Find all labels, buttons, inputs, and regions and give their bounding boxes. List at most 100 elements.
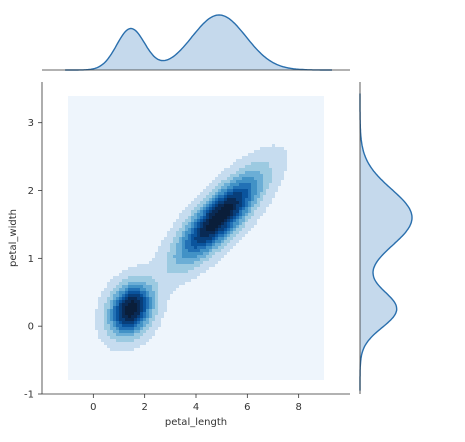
density-cell xyxy=(167,267,194,270)
density-cell xyxy=(140,294,143,297)
density-cell xyxy=(215,243,221,246)
density-cell xyxy=(248,201,251,204)
density-cell xyxy=(197,213,203,216)
density-cell xyxy=(182,231,185,234)
density-cell xyxy=(212,216,227,219)
density-cell xyxy=(227,216,230,219)
density-cell xyxy=(119,294,122,297)
density-cell xyxy=(269,162,287,165)
density-cell xyxy=(245,204,248,207)
density-cell xyxy=(221,243,227,246)
density-cell xyxy=(170,249,176,252)
density-cell xyxy=(227,225,230,228)
density-cell xyxy=(224,204,233,207)
density-cell xyxy=(221,207,233,210)
density-cell xyxy=(122,300,125,303)
density-cell xyxy=(122,294,125,297)
density-cell xyxy=(128,303,137,306)
density-cell xyxy=(221,222,224,225)
density-cell xyxy=(224,219,227,222)
density-cell xyxy=(149,318,155,321)
density-cell xyxy=(119,303,122,306)
density-cell xyxy=(101,291,110,294)
density-cell xyxy=(197,204,203,207)
density-cell xyxy=(140,327,143,330)
density-cell xyxy=(230,180,236,183)
density-cell xyxy=(194,219,197,222)
density-cell xyxy=(95,315,104,318)
density-cell xyxy=(104,288,113,291)
density-cell xyxy=(227,222,230,225)
density-cell xyxy=(200,258,209,261)
density-cell xyxy=(191,234,197,237)
density-cell xyxy=(143,333,155,336)
density-cell xyxy=(215,201,218,204)
density-cell xyxy=(140,291,146,294)
density-cell xyxy=(149,303,152,306)
density-cell xyxy=(116,306,119,309)
density-cell xyxy=(149,294,155,297)
density-cell xyxy=(116,285,122,288)
density-cell xyxy=(206,216,209,219)
density-cell xyxy=(236,180,257,183)
density-cell xyxy=(245,207,248,210)
density-cell xyxy=(119,321,122,324)
density-cell xyxy=(146,324,152,327)
density-cell xyxy=(128,267,167,270)
density-cell xyxy=(209,252,215,255)
density-cell xyxy=(140,312,143,315)
y-marginal-fill xyxy=(360,92,412,391)
density-cell xyxy=(128,282,146,285)
density-cell xyxy=(110,309,113,312)
density-cell xyxy=(167,270,188,273)
density-cell xyxy=(107,297,113,300)
density-cell xyxy=(245,225,254,228)
density-cell xyxy=(251,162,269,165)
x-tick-label: 6 xyxy=(244,402,250,413)
density-cell xyxy=(224,240,230,243)
x-axis-ticks: 0 2 4 6 8 xyxy=(90,394,302,413)
density-cell xyxy=(119,312,122,315)
density-cell xyxy=(221,186,227,189)
density-cell xyxy=(197,225,200,228)
density-cell xyxy=(197,231,200,234)
density-cell xyxy=(140,321,143,324)
density-cell xyxy=(113,330,119,333)
density-cell xyxy=(113,297,116,300)
density-cell xyxy=(110,327,116,330)
density-cell xyxy=(107,315,110,318)
density-cell xyxy=(110,336,140,339)
density-cell xyxy=(113,306,116,309)
density-cell xyxy=(254,198,257,201)
density-cell xyxy=(224,228,227,231)
density-cell xyxy=(215,237,218,240)
density-cell xyxy=(188,237,191,240)
density-cell xyxy=(134,327,140,330)
density-cell xyxy=(149,261,167,264)
density-cell xyxy=(182,249,188,252)
density-cell xyxy=(197,234,200,237)
density-cell xyxy=(146,297,149,300)
density-cell xyxy=(257,192,260,195)
density-cell xyxy=(122,270,167,273)
density-cell xyxy=(239,183,251,186)
density-cell xyxy=(119,327,134,330)
density-cell xyxy=(257,189,263,192)
density-cell xyxy=(191,240,197,243)
density-cell xyxy=(155,297,158,300)
density-cell xyxy=(167,261,176,264)
density-cell xyxy=(140,303,143,306)
density-cell xyxy=(158,312,164,315)
density-cell xyxy=(104,306,110,309)
density-cell xyxy=(107,330,113,333)
density-cell xyxy=(236,225,239,228)
density-cell xyxy=(215,177,227,180)
density-cell xyxy=(191,225,194,228)
density-cell xyxy=(248,204,251,207)
density-cell xyxy=(173,225,182,228)
density-cell xyxy=(167,234,176,237)
density-cell xyxy=(176,249,182,252)
density-cell xyxy=(233,177,242,180)
density-cell xyxy=(125,318,134,321)
density-cell xyxy=(236,207,239,210)
